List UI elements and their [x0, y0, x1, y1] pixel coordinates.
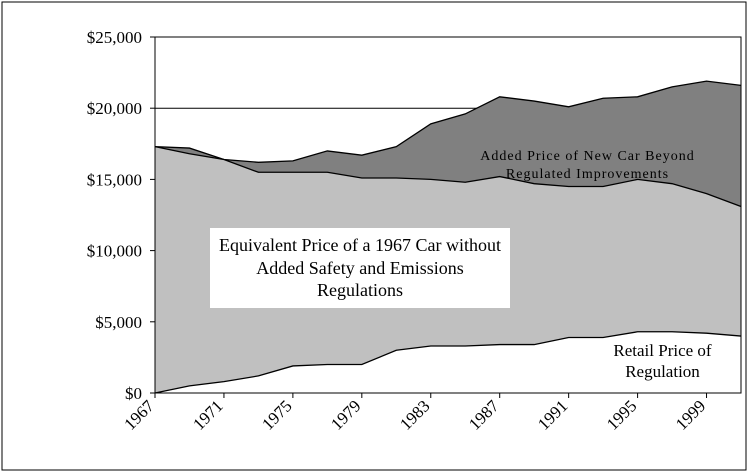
x-tick-label: 1975: [258, 396, 295, 433]
x-tick-label: 1999: [672, 396, 709, 433]
plot-border: [154, 36, 742, 394]
series-label: Retail Price of Regulation: [613, 341, 712, 382]
area-line: [154, 80, 742, 163]
y-tick-label: $5,000: [95, 313, 142, 332]
x-tick-label: 1983: [396, 396, 433, 433]
area-line: [154, 331, 742, 394]
series-label: Equivalent Price of a 1967 Car without A…: [210, 228, 510, 308]
area: [155, 331, 741, 393]
x-tick-label: 1987: [465, 396, 503, 434]
x-tick-label: 1979: [327, 396, 364, 433]
y-tick-label: $25,000: [87, 28, 142, 47]
x-tick-label: 1971: [189, 396, 226, 433]
area-line: [154, 146, 742, 208]
y-tick-label: $0: [125, 384, 142, 403]
y-tick-label: $15,000: [87, 170, 142, 189]
y-tick-label: $20,000: [87, 99, 142, 118]
series-label: Added Price of New Car Beyond Regulated …: [480, 149, 695, 182]
x-tick-label: 1995: [603, 396, 640, 433]
x-tick-label: 1991: [534, 396, 571, 433]
y-tick-label: $10,000: [87, 242, 142, 261]
